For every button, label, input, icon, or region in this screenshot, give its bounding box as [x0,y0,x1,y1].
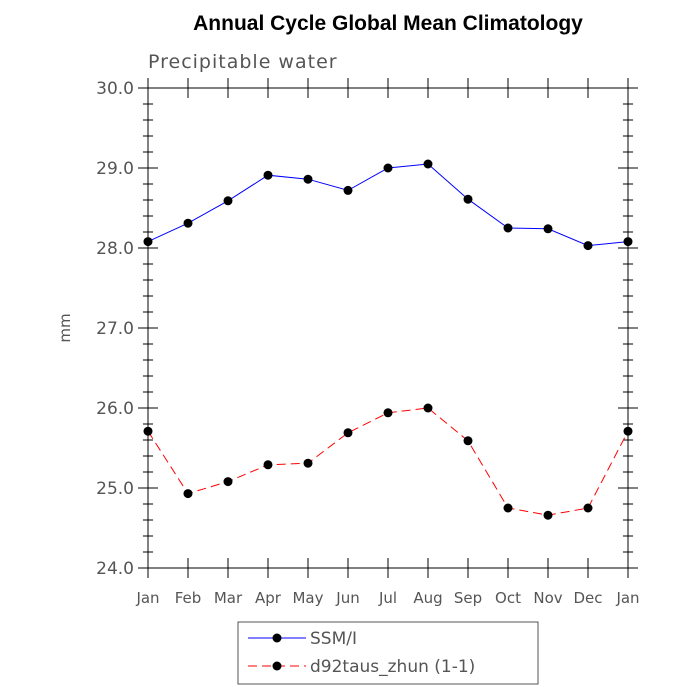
legend-label: SSM/I [310,629,357,649]
x-tick-label: Jan [135,589,159,607]
data-point [423,403,433,413]
axis-ticks [138,78,638,578]
data-point [503,503,513,513]
data-point [263,170,273,180]
data-point [383,163,393,173]
y-tick-label: 24.0 [96,559,134,579]
y-tick-label: 27.0 [96,319,134,339]
legend: SSM/I d92taus_zhun (1-1) [237,621,539,685]
y-tick-label: 29.0 [96,159,134,179]
chart-title: Annual Cycle Global Mean Climatology [193,12,583,35]
data-point [343,185,353,195]
data-point [143,426,153,436]
data-point [543,224,553,234]
data-point [183,489,193,499]
x-tick-label: Feb [175,589,202,607]
x-tick-label: Jun [335,589,359,607]
x-tick-label: Jul [378,589,397,607]
y-tick-label: 28.0 [96,239,134,259]
x-tick-label: Dec [573,589,602,607]
y-tick-label: 25.0 [96,479,134,499]
plot-frame [147,87,629,569]
y-axis-label: mm [56,313,74,342]
y-tick-label: 26.0 [96,399,134,419]
x-tick-label: Jan [615,589,639,607]
data-point [383,408,393,418]
data-point [463,194,473,204]
data-point [143,237,153,247]
data-point [343,428,353,438]
legend-marker [272,633,282,643]
series-line [147,407,629,516]
y-tick-label: 30.0 [96,79,134,99]
legend-marker [272,661,282,671]
y-tick-labels: 24.0 25.0 26.0 27.0 28.0 29.0 30.0 [96,79,134,579]
series-layer [143,159,633,520]
data-point [183,218,193,228]
chart-subtitle: Precipitable water [148,51,338,73]
series-line [147,163,629,247]
data-point [303,458,313,468]
data-point [223,196,233,206]
data-point [463,436,473,446]
x-tick-label: Sep [454,589,482,607]
data-point [623,237,633,247]
data-point [543,510,553,520]
data-point [623,426,633,436]
x-tick-label: Apr [255,589,282,607]
data-point [263,460,273,470]
data-point [303,174,313,184]
x-tick-label: Nov [533,589,562,607]
data-point [583,503,593,513]
x-tick-label: Mar [214,589,243,607]
x-tick-label: Oct [495,589,521,607]
data-point [503,223,513,233]
x-tick-labels: Jan Feb Mar Apr May Jun Jul Aug Sep Oct Nov Dec Jan [135,589,639,607]
x-tick-label: Aug [413,589,442,607]
x-tick-label: May [292,589,323,607]
data-point [583,241,593,251]
legend-label: d92taus_zhun (1-1) [310,657,475,677]
data-point [423,159,433,169]
legend-box [237,621,539,685]
data-point [223,477,233,487]
